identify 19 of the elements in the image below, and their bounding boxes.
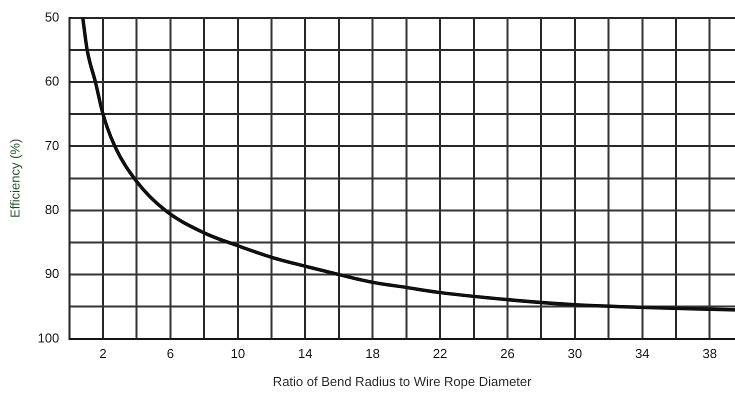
y-tick-label: 50 <box>44 9 60 24</box>
x-tick-label: 30 <box>568 346 582 362</box>
x-tick-label: 2 <box>99 346 107 362</box>
x-tick-label: 14 <box>298 346 312 362</box>
x-axis-title: Ratio of Bend Radius to Wire Rope Diameter <box>272 374 532 389</box>
line-series <box>81 18 735 312</box>
x-tick-label: 6 <box>166 346 174 362</box>
x-tick-label: 38 <box>702 346 717 362</box>
y-tick-label: 60 <box>44 74 60 89</box>
x-tick-label: 26 <box>500 346 515 362</box>
x-tick-label: 10 <box>230 346 246 362</box>
y-tick-label: 80 <box>44 202 60 217</box>
x-tick-label: 34 <box>635 346 650 362</box>
y-tick-label: 100 <box>38 330 60 346</box>
x-tick-label: 18 <box>365 346 380 362</box>
x-tick-label: 22 <box>432 346 448 362</box>
y-tick-label: 70 <box>44 138 60 153</box>
y-tick-label: 90 <box>44 266 60 282</box>
y-axis-title: Efficiency (%) <box>7 138 22 218</box>
